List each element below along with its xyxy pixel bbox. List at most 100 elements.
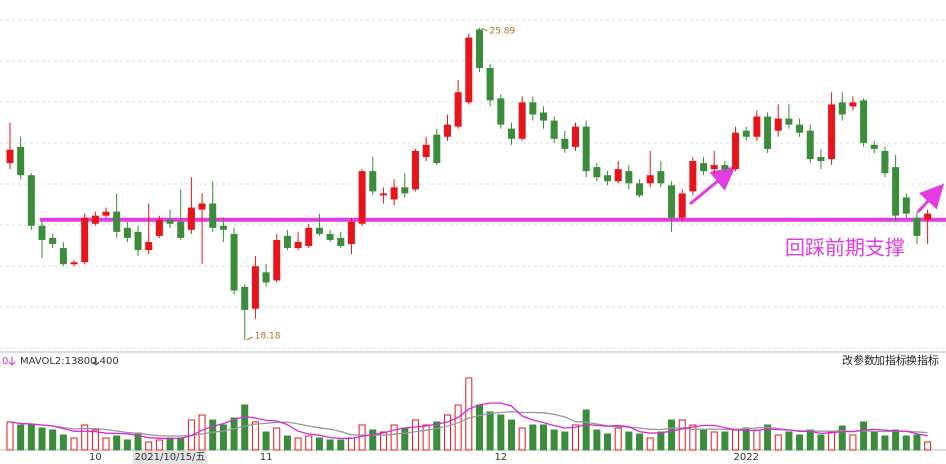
candle-body [390, 187, 398, 200]
volume-value: 0 [2, 356, 8, 367]
volume-bar [593, 429, 601, 451]
volume-bar [529, 424, 537, 451]
volume-bar [561, 431, 569, 451]
x-tick-label: 12 [494, 452, 507, 463]
down-arrow-icon [8, 357, 16, 366]
candle-body [881, 150, 889, 174]
volume-bar [422, 424, 430, 451]
candle-body [315, 227, 323, 234]
candle-body [422, 144, 430, 157]
x-tick-label: 10 [89, 452, 102, 463]
candle-body [838, 102, 846, 115]
candle-body [241, 286, 249, 310]
volume-bar [454, 404, 462, 451]
volume-bar [347, 437, 355, 451]
volume-bar [6, 421, 14, 451]
candle-body [465, 37, 473, 103]
candle-body [572, 126, 580, 147]
candle-body [475, 29, 483, 68]
volume-bar [497, 414, 505, 451]
candle-body [70, 262, 78, 265]
candle-body [625, 171, 633, 184]
candle-body [710, 165, 718, 170]
volume-bar [764, 424, 772, 451]
candle-body [6, 149, 14, 164]
candle-body [529, 102, 537, 115]
candle-body [411, 150, 419, 190]
volume-bar [817, 434, 825, 451]
volume-bar [753, 429, 761, 451]
min-leader [246, 336, 253, 341]
add-indicator-button[interactable]: 加指标 [874, 353, 907, 367]
volume-bar [657, 431, 665, 451]
candle-body [604, 175, 612, 182]
candle-body [155, 219, 163, 236]
volume-bar [123, 439, 131, 451]
arrow [916, 183, 945, 214]
candle-body [753, 116, 761, 137]
volume-bar [305, 435, 313, 451]
volume-bar [572, 424, 580, 451]
candle-body [849, 102, 857, 107]
volume-bar [700, 429, 708, 451]
candle-body [614, 169, 622, 182]
volume-bar [870, 431, 878, 451]
candle-body [454, 92, 462, 127]
volume-bar [646, 437, 654, 451]
volume-bar [145, 441, 153, 451]
candle-body [796, 124, 804, 133]
volume-bar [326, 439, 334, 451]
volume-indicator: MAVOL2:13800.400 [20, 356, 119, 367]
volume-bar [102, 437, 110, 451]
candle-body [273, 239, 281, 281]
volume-bar [49, 429, 57, 451]
arrow [689, 166, 736, 206]
volume-bar [828, 431, 836, 451]
volume-bar [70, 437, 78, 451]
volume-bar [411, 419, 419, 451]
candle-body [700, 163, 708, 172]
x-tick-label: 2021/10/15/五 [135, 452, 206, 463]
volume-bar [433, 421, 441, 451]
volume-bar [486, 411, 494, 451]
volume-bar [881, 435, 889, 451]
volume-bar [742, 427, 750, 451]
candle-body [433, 134, 441, 164]
x-label-highlight [132, 451, 208, 464]
volume-bar [81, 424, 89, 451]
candle-body [742, 130, 750, 137]
candle-body [187, 207, 195, 230]
volume-bar [604, 433, 612, 451]
volume-bar [678, 419, 686, 451]
candle-body [379, 193, 387, 196]
volume-bar [27, 424, 35, 451]
candle-body [59, 248, 67, 265]
volume-ma-short [9, 402, 928, 440]
candle-body [636, 183, 644, 196]
volume-bar [732, 429, 740, 451]
volume-bar [838, 425, 846, 451]
volume-bar [379, 431, 387, 451]
edit-params-button[interactable]: 改参数 [842, 353, 875, 367]
candle-body [283, 235, 291, 249]
candle-body [732, 132, 740, 170]
candle-body [785, 118, 793, 125]
candle-body [689, 161, 697, 192]
candle-body [870, 144, 878, 149]
annotation: 回踩前期支撑 [785, 236, 905, 260]
volume-bar [230, 417, 238, 451]
volume-bar [315, 437, 323, 451]
switch-indicator-button[interactable]: 换指标 [906, 353, 939, 367]
volume-bar [913, 434, 921, 451]
candle-body [657, 171, 665, 184]
volume-bar [155, 439, 163, 451]
candle-body [347, 221, 355, 244]
candle-body [219, 225, 227, 230]
volume-bar [507, 419, 515, 451]
candle-body [806, 130, 814, 160]
candle-body [518, 102, 526, 139]
candle-body [337, 237, 345, 247]
volume-bar [219, 424, 227, 451]
